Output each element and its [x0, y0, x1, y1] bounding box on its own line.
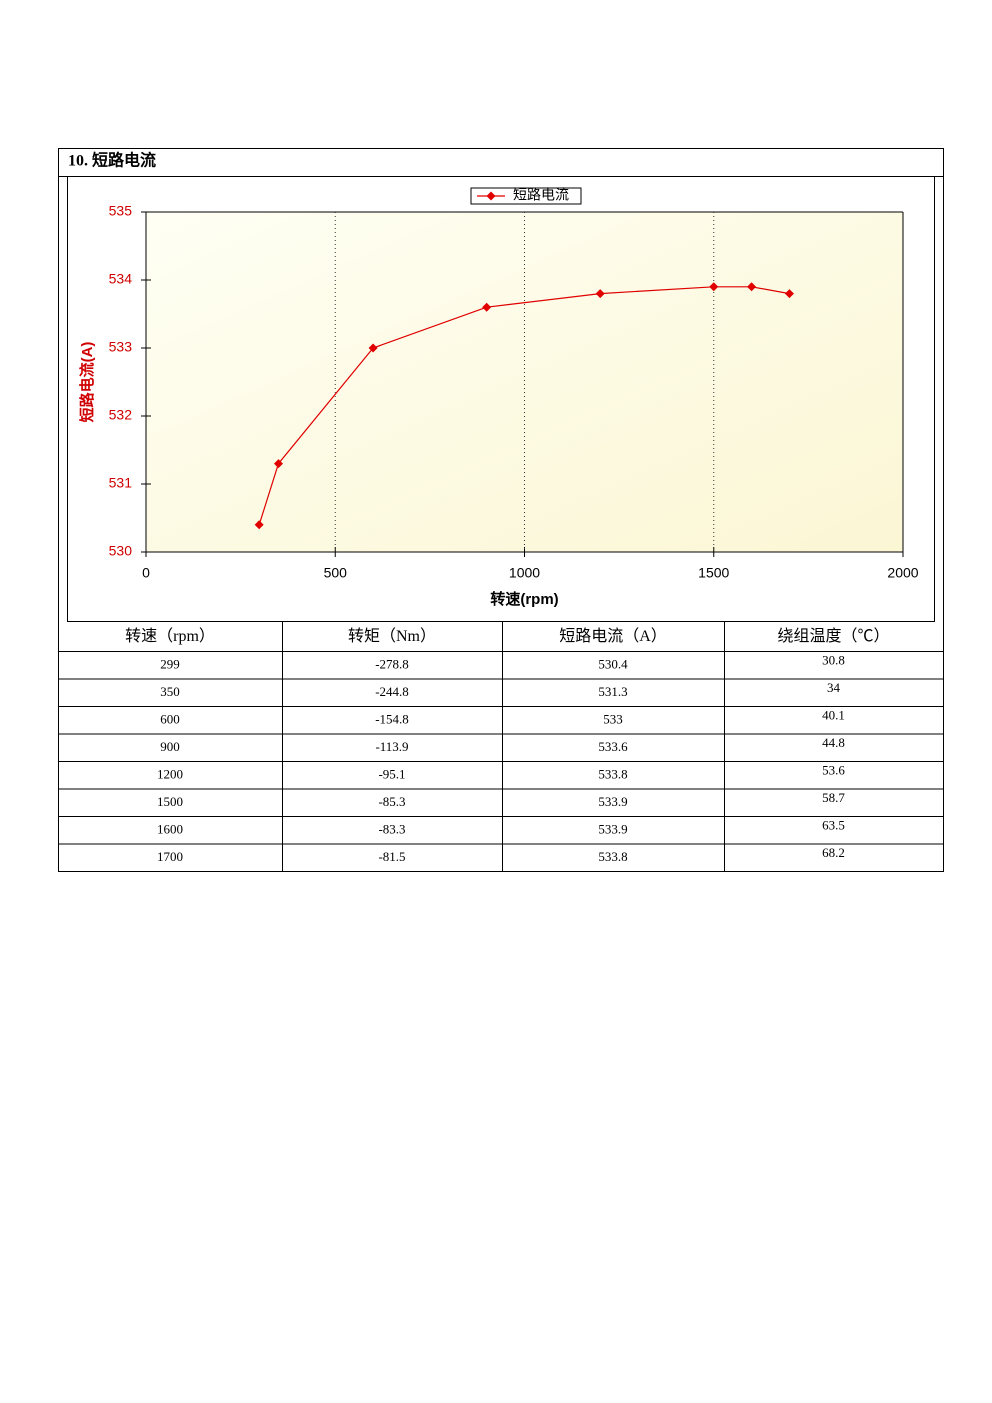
cell: 53.6 [822, 763, 845, 778]
x-tick-label: 1500 [698, 565, 729, 581]
cell: 533.6 [598, 739, 628, 754]
cell: 299 [160, 657, 180, 672]
point [747, 282, 757, 292]
point [254, 520, 264, 530]
column-header: 短路电流（A） [559, 627, 667, 645]
section-title: 10. 短路电流 [68, 151, 156, 170]
cell: -278.8 [375, 657, 409, 672]
cell: 533.9 [598, 794, 627, 809]
x-tick-label: 2000 [887, 565, 918, 581]
cell: 531.3 [598, 684, 627, 699]
cell: 533.9 [598, 822, 627, 837]
cell: -81.5 [378, 849, 405, 864]
y-tick-label: 531 [109, 475, 133, 491]
cell: -154.8 [375, 712, 409, 727]
outer-frame [58, 148, 944, 872]
x-tick-label: 1000 [509, 565, 540, 581]
cell: 1700 [157, 849, 183, 864]
cell: 1500 [157, 794, 183, 809]
legend-box [470, 187, 582, 205]
cell: 1600 [157, 822, 183, 837]
cell: 34 [827, 680, 841, 695]
x-tick-label: 500 [324, 565, 348, 581]
cell: 30.8 [822, 653, 845, 668]
point [784, 289, 794, 299]
y-tick-label: 535 [109, 203, 133, 219]
legend-marker [486, 191, 496, 201]
y-axis-title: 短路电流(A) [78, 342, 96, 423]
cell: -95.1 [378, 767, 405, 782]
cell: -85.3 [378, 794, 405, 809]
point [595, 289, 605, 299]
cell: 533.8 [598, 849, 627, 864]
cell: 58.7 [822, 790, 845, 805]
cell: 600 [160, 712, 180, 727]
point [482, 302, 492, 312]
cell: 40.1 [822, 708, 845, 723]
point [368, 343, 378, 353]
cell: 63.5 [822, 818, 845, 833]
column-header: 转矩（Nm） [348, 627, 436, 645]
point [709, 282, 719, 292]
cell: 1200 [157, 767, 183, 782]
cell: 900 [160, 739, 180, 754]
cell: -113.9 [375, 739, 408, 754]
x-tick-label: 0 [142, 565, 150, 581]
cell: 530.4 [598, 657, 628, 672]
x-axis-title: 转速(rpm) [490, 590, 558, 608]
y-tick-label: 530 [109, 543, 133, 559]
cell: -244.8 [375, 684, 409, 699]
cell: -83.3 [378, 822, 405, 837]
cell: 533 [603, 712, 623, 727]
cell: 533.8 [598, 767, 627, 782]
column-header: 转速（rpm） [125, 627, 215, 645]
cell: 68.2 [822, 845, 845, 860]
chart: 530 531 532 533 534 535 0 500 1000 1500 2000 转速(rpm… [78, 187, 919, 608]
y-tick-label: 532 [109, 407, 133, 423]
y-tick-label: 534 [109, 271, 133, 287]
table: 转速（rpm） 转矩（Nm） 短路电流（A） 绕组温度（℃） 299 -278.8 530.… [58, 622, 943, 872]
column-header: 绕组温度（℃） [777, 627, 889, 645]
point [273, 459, 283, 469]
y-tick-label: 533 [109, 339, 133, 355]
cell: 350 [160, 684, 180, 699]
cell: 44.8 [822, 735, 845, 750]
legend-label: 短路电流 [513, 187, 569, 203]
series-line [258, 286, 790, 525]
